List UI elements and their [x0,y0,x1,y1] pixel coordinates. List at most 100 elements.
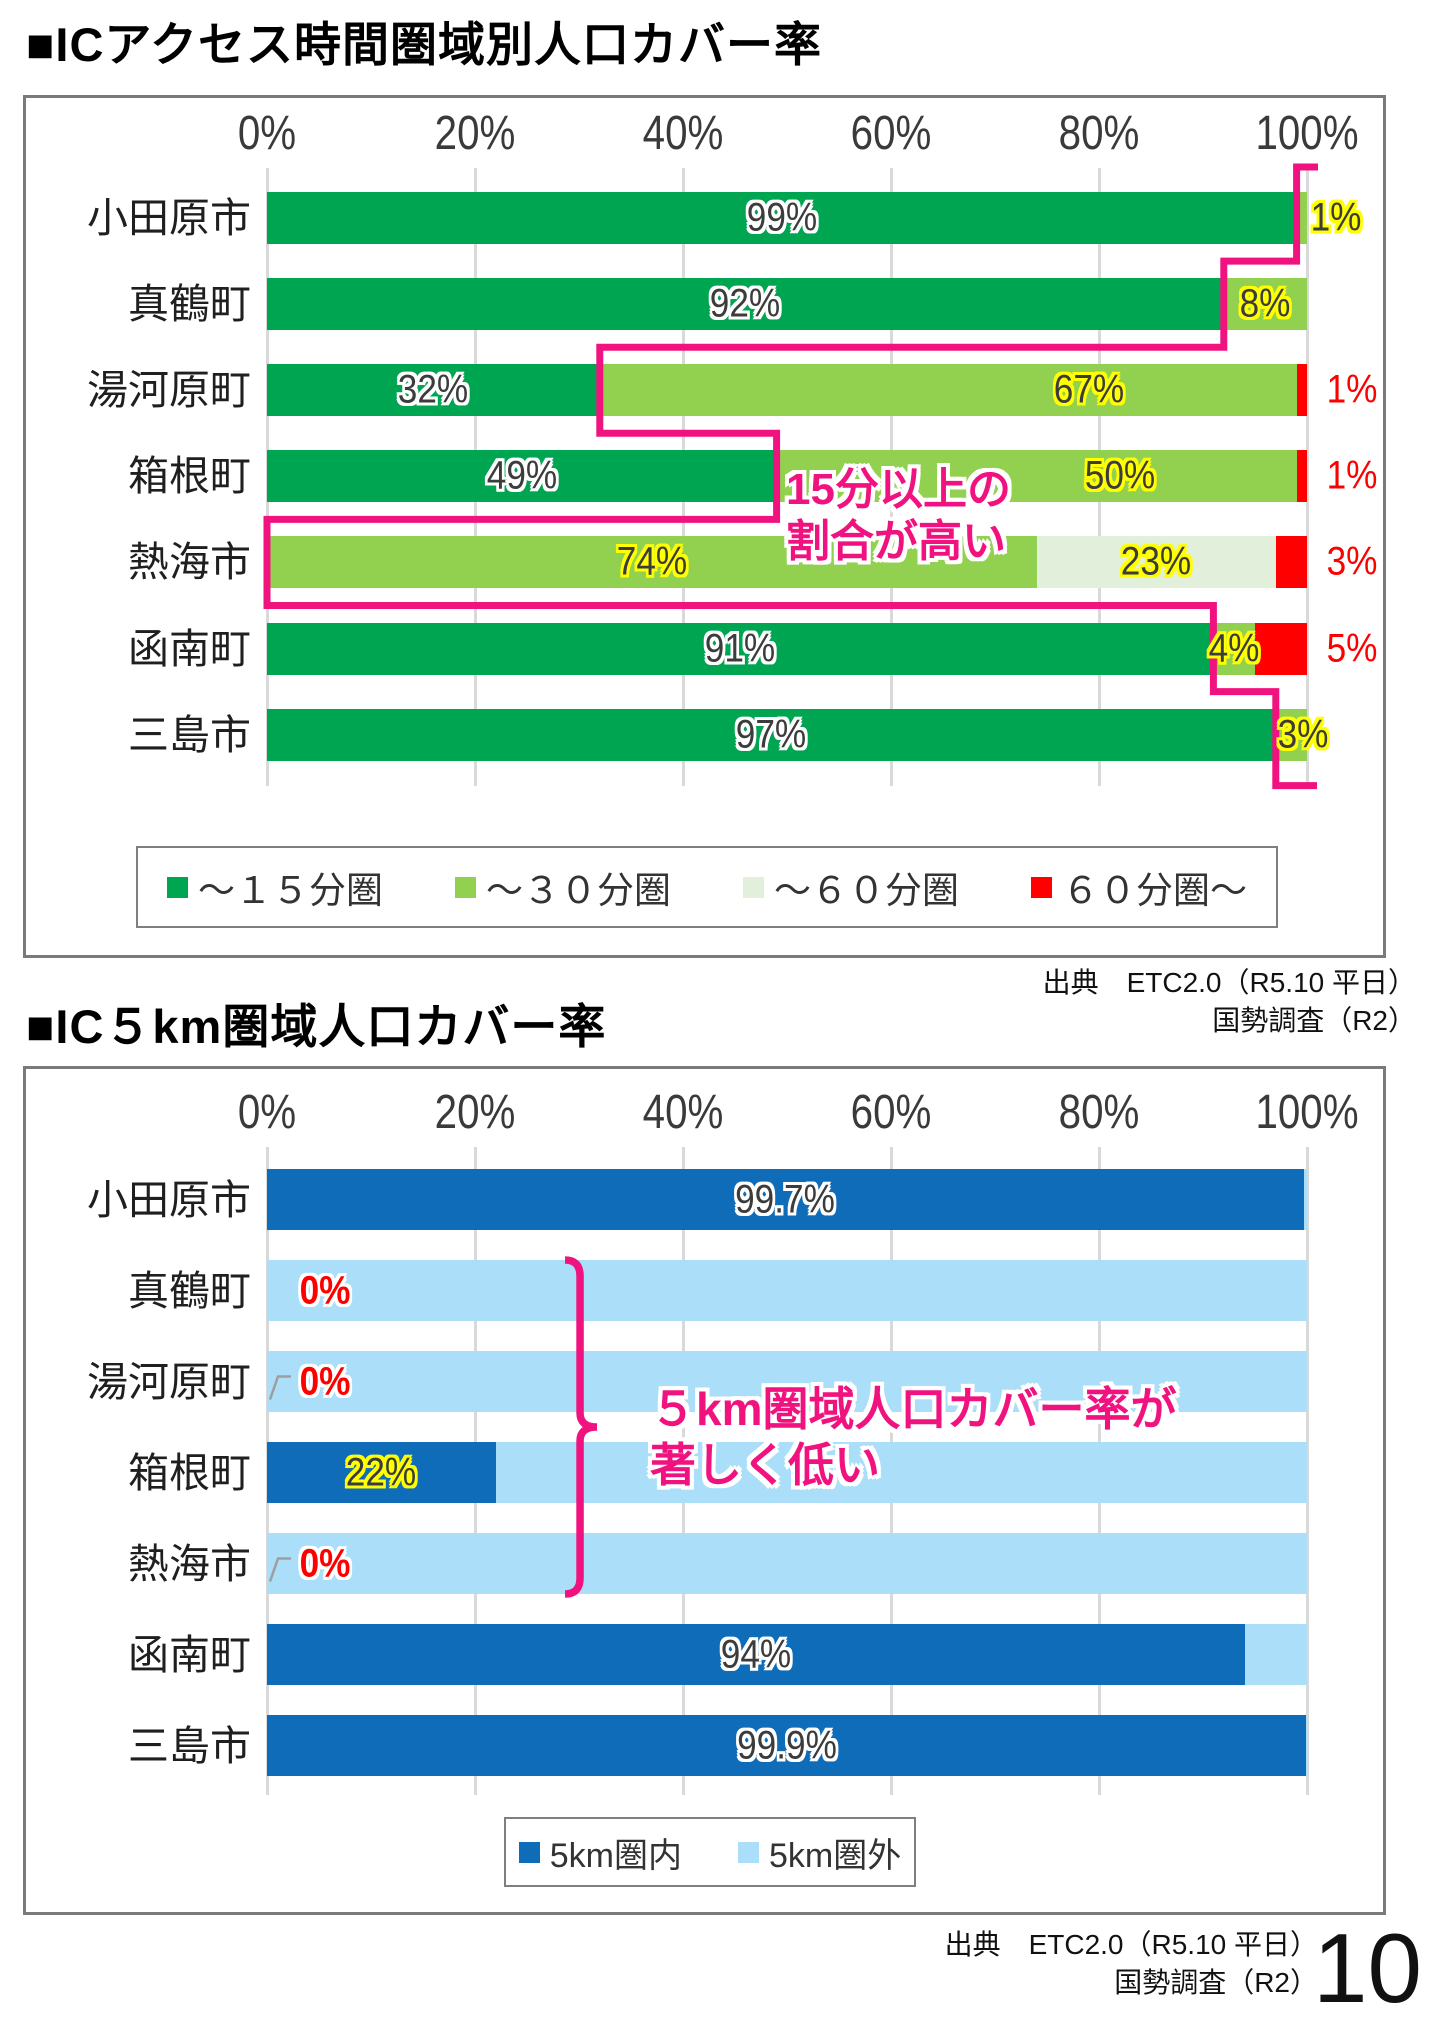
x-axis-tick: 40% [642,1086,724,1139]
legend-label: ～１５分圏 [198,870,383,911]
value-label: 3% [1277,712,1329,757]
x-axis-tick: 0% [237,1086,297,1139]
value-label: 94% [720,1632,792,1676]
value-label: 0% [299,1359,351,1403]
chart2-annotation: ５km圏域人口カバー率が 著しく低い [650,1381,1176,1493]
bar-segment [267,1533,1307,1594]
value-label: 91% [704,626,776,671]
bar-segment [495,1442,1307,1503]
legend-item: ～６０分圏 [743,860,959,914]
legend-item: ６０分圏～ [1031,860,1247,914]
value-label: 67% [1053,367,1124,412]
category-label: 箱根町 [128,453,251,500]
chart2-title: ■IC５km圏域人口カバー率 [26,1000,607,1053]
x-axis-tick: 100% [1255,1086,1359,1139]
x-axis-tick: 60% [850,1086,932,1139]
legend-label: ～３０分圏 [486,870,671,911]
value-label: 5% [1326,626,1378,671]
value-label: 32% [398,367,469,412]
bar-segment [267,1169,1304,1230]
chart1-legend: ～１５分圏 ～３０分圏 ～６０分圏 ６０分圏～ [136,846,1278,928]
legend-swatch [167,876,188,898]
bar-segment [267,1351,1307,1412]
value-label: 1% [1310,195,1362,240]
legend-swatch [738,1841,759,1863]
legend-item: ～３０分圏 [455,860,671,914]
bar-segment [267,1260,1307,1321]
value-label: 4% [1208,626,1260,671]
x-axis-tick: 0% [237,107,297,160]
bar-segment [267,1442,496,1503]
source-note-top: 出典 ETC2.0（R5.10 平日） 国勢調査（R2） [1043,964,1416,1040]
legend-item: ～１５分圏 [167,860,383,914]
value-label: 1% [1326,453,1378,498]
bar-segment [267,1715,1306,1776]
legend-item: 5km圏内 [518,1828,682,1877]
value-label: 0% [299,1541,351,1585]
x-axis-tick: 20% [434,107,516,160]
chart2: ５km圏域人口カバー率が 著しく低い 5km圏内 5km圏外 0% 20% 40% 60… [23,1066,1386,1915]
x-axis-tick: 100% [1255,107,1359,160]
chart1: 15分以上の 割合が高い ～１５分圏 ～３０分圏 ～６０分圏 ６０分圏～ 0% 20% 4… [23,95,1386,958]
chart2-legend: 5km圏内 5km圏外 [504,1817,916,1887]
chart1-annotation-line2: 割合が高い [786,517,1006,566]
category-label: 真鶴町 [128,281,251,328]
legend-label: ～６０分圏 [774,870,959,911]
value-label: 0% [299,1268,351,1312]
legend-swatch [743,876,764,898]
category-label: 箱根町 [128,1449,251,1496]
value-label: 92% [710,281,781,326]
chart1-title: ■ICアクセス時間圏域別人口カバー率 [26,18,823,71]
source-bottom-line2: 国勢調査（R2） [1114,1967,1318,1998]
category-label: 函南町 [128,1631,251,1678]
x-axis-tick: 40% [642,107,724,160]
value-label: 23% [1120,539,1192,584]
value-label: 49% [486,453,558,498]
bar-segment [267,1624,1245,1685]
value-label: 22% [346,1450,417,1494]
chart1-annotation-line1: 15分以上の [786,465,1011,514]
legend-swatch [1031,876,1052,898]
bar-segment [1255,622,1307,675]
category-label: 三島市 [128,711,251,758]
bar-segment [1275,536,1307,589]
value-label: 50% [1084,453,1156,498]
category-label: 湯河原町 [87,367,251,414]
bar-segment [1296,192,1307,245]
value-label: 99.7% [735,1177,835,1221]
category-label: 熱海市 [128,539,251,586]
bar-segment [1296,450,1307,503]
category-label: 真鶴町 [128,1267,251,1314]
x-axis-tick: 80% [1058,107,1140,160]
legend-swatch [518,1841,540,1863]
legend-item: 5km圏外 [738,1828,901,1877]
value-label: 74% [616,539,688,584]
x-axis-tick: 60% [850,107,932,160]
value-label: 99.9% [737,1723,837,1767]
x-axis-tick: 80% [1058,1086,1140,1139]
value-label: 8% [1239,281,1291,326]
legend-swatch [455,876,476,898]
category-label: 熱海市 [128,1540,251,1587]
category-label: 小田原市 [87,195,251,242]
value-label: 97% [736,712,807,757]
source-bottom-line1: 出典 ETC2.0（R5.10 平日） [944,1929,1318,1960]
bar-segment [1303,1169,1307,1230]
category-label: 三島市 [128,1722,251,1769]
chart2-annotation-line2: 著しく低い [650,1439,880,1491]
chart2-annotation-line1: ５km圏域人口カバー率が [650,1383,1177,1435]
category-label: 湯河原町 [87,1358,251,1405]
category-label: 函南町 [128,625,251,672]
legend-label: 5km圏内 [549,1836,682,1875]
x-axis-tick: 20% [434,1086,516,1139]
page-number: 10 [1312,1913,1422,2023]
source-top-line1: 出典 ETC2.0（R5.10 平日） [1042,967,1416,998]
bar-segment [1244,1624,1307,1685]
bar-segment [1305,1715,1307,1776]
value-label: 1% [1326,367,1378,412]
source-note-bottom: 出典 ETC2.0（R5.10 平日） 国勢調査（R2） [945,1926,1318,2002]
category-label: 小田原市 [87,1176,251,1223]
value-label: 3% [1326,539,1378,584]
bar-segment [1296,364,1307,417]
gridline [1305,1147,1309,1795]
